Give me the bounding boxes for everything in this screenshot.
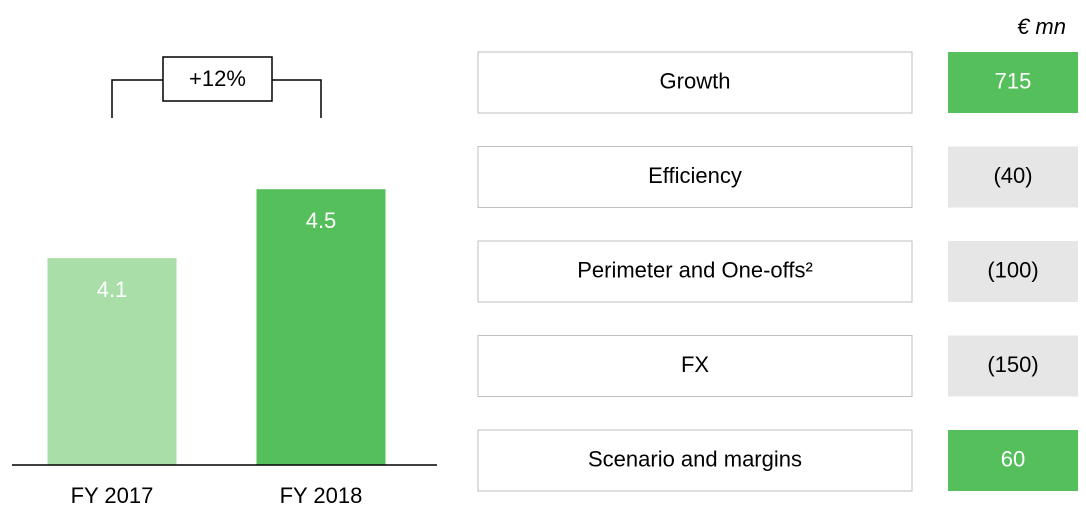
driver-label: Efficiency — [648, 163, 742, 188]
driver-box — [477, 51, 913, 114]
driver-label: Scenario and margins — [588, 446, 802, 471]
driver-value: (40) — [993, 163, 1032, 188]
bar-value-label: 4.1 — [97, 277, 128, 302]
driver-value-box — [948, 241, 1078, 302]
driver-box — [477, 429, 913, 492]
category-label: FY 2017 — [71, 483, 154, 508]
annotation-box — [162, 56, 273, 102]
unit-label: € mn — [1017, 14, 1066, 39]
driver-label: Perimeter and One-offs² — [577, 257, 813, 282]
driver-value: 60 — [1001, 446, 1025, 471]
driver-value-box — [948, 146, 1078, 208]
annotation: +12% — [189, 66, 246, 91]
bar — [256, 189, 386, 465]
driver-value: (150) — [987, 352, 1038, 377]
driver-value-box — [948, 52, 1078, 113]
bar — [47, 258, 177, 465]
driver-box — [477, 146, 913, 208]
driver-value: 715 — [995, 68, 1032, 93]
driver-label: Growth — [660, 68, 731, 93]
driver-value: (100) — [987, 257, 1038, 282]
category-label: FY 2018 — [280, 483, 363, 508]
driver-label: FX — [681, 352, 709, 377]
driver-value-box — [948, 430, 1078, 491]
growth-bracket — [111, 79, 322, 118]
driver-box — [477, 240, 913, 303]
driver-value-box — [948, 335, 1078, 397]
bar-value-label: 4.5 — [306, 208, 337, 233]
driver-box — [477, 335, 913, 397]
